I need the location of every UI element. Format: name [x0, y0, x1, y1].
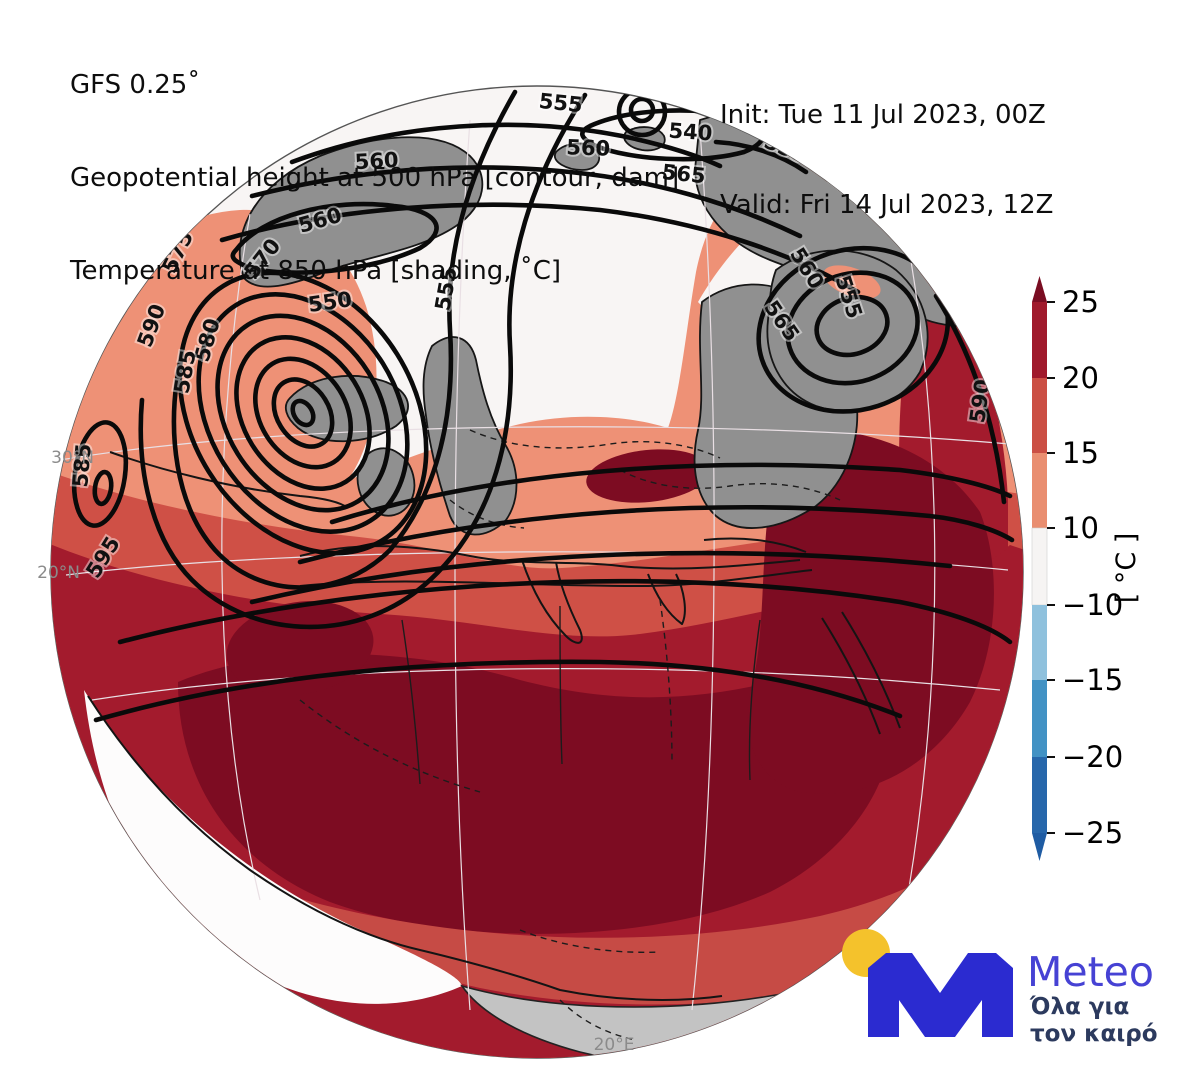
contour-540-loop [580, 108, 766, 162]
run-info-block: Init: Tue 11 Jul 2023, 00Z Valid: Fri 14… [720, 40, 1054, 250]
colorbar-tick: 10 [1062, 511, 1099, 545]
contour-label: 540 [668, 119, 713, 146]
colorbar-seg-20-25 [1032, 302, 1047, 378]
title-block: GFS 0.25˚ Geopotential height at 500 hPa… [70, 8, 679, 318]
contour-560-greenland [230, 201, 439, 275]
colorbar-arrow-top [1032, 276, 1047, 302]
lon-label-20e: 20°E [594, 1035, 635, 1055]
colorbar: 25 20 15 10 −10 −15 −20 −25 [ °C ] [1031, 276, 1142, 861]
contour-590-right-limb [933, 293, 1007, 505]
contour-field-title: Geopotential height at 500 hPa [contour,… [70, 163, 680, 193]
contour-label: 560 [566, 135, 611, 161]
contour-570-belt [329, 462, 1013, 525]
colorbar-seg-m15-m20 [1032, 680, 1047, 757]
logo-brand-text: Meteo [1027, 948, 1154, 996]
contour-560-top [249, 165, 803, 239]
graticule-labels: 30°N 20°N 20°E [37, 448, 634, 1055]
contour-555-wrap [171, 89, 518, 590]
lat-label-20n: 20°N [37, 563, 80, 583]
colorbar-tick: −10 [1062, 588, 1123, 622]
colorbar-tick: −20 [1062, 740, 1123, 774]
colorbar-seg-m10-m15 [1032, 605, 1047, 680]
contours-atlantic-low [177, 270, 429, 556]
basemap-ocean-south [84, 690, 462, 1004]
contour-arctic-low-inner [628, 96, 656, 124]
colorbar-tick: −15 [1062, 663, 1123, 697]
shading-field-title: Temperature at 850 hPa [shading, ˚C] [70, 256, 562, 286]
colorbar-seg-10-15 [1032, 453, 1047, 528]
colorbar-unit-label: [ °C ] [1111, 533, 1142, 604]
contour-585-azores [71, 420, 129, 528]
shade-gt-25-sahara [178, 653, 891, 934]
contour-label: 560 [354, 148, 399, 174]
contour-590-africa [117, 578, 1013, 645]
contour-label: 565 [661, 160, 707, 188]
model-title: GFS 0.25˚ [70, 70, 201, 100]
colorbar-seg-15-20 [1032, 378, 1047, 453]
contour-label: 585 [68, 443, 96, 489]
height-contours [71, 86, 1015, 723]
land-ireland [356, 447, 416, 517]
init-time: Init: Tue 11 Jul 2023, 00Z [720, 100, 1046, 130]
colorbar-tick-marks [1047, 301, 1055, 834]
colorbar-tick: 25 [1062, 285, 1099, 319]
lat-label-30n: 30°N [51, 448, 94, 468]
colorbar-tick: 15 [1062, 436, 1099, 470]
colorbar-arrow-bottom [1032, 833, 1047, 861]
contour-555-top [289, 122, 723, 169]
shade-gt-25-balkans [586, 449, 710, 503]
contour-595-africa [93, 659, 903, 723]
logo-m-icon [868, 953, 1013, 1037]
contour-560-wrap [138, 92, 588, 630]
colorbar-seg-white [1031, 527, 1048, 606]
colorbar-tick-labels: 25 20 15 10 −10 −15 −20 −25 [1062, 285, 1123, 850]
logo-tagline-line2: τον καιρό [1030, 1021, 1158, 1047]
contour-580-belt [249, 550, 953, 605]
colorbar-seg-m20-m25 [1032, 757, 1047, 833]
contour-535-arc [713, 139, 809, 175]
colorbar-tick: −25 [1062, 816, 1123, 850]
land-svalbard [553, 142, 601, 171]
valid-time: Valid: Fri 14 Jul 2023, 12Z [720, 190, 1054, 220]
logo-tagline-line1: Όλα για [1029, 994, 1129, 1020]
contour-575-belt [297, 505, 1015, 565]
contour-585-azores-inner [92, 469, 114, 507]
meteo-logo: Meteo Όλα για τον καιρό [842, 929, 1158, 1047]
shade-gt-25-mideast [747, 429, 994, 794]
contour-565-top [219, 202, 861, 295]
shade-bottom-15-20 [290, 868, 960, 1005]
colorbar-tick: 20 [1062, 361, 1099, 395]
globe: 550 555 540 535 560 560 565 560 555 570 … [50, 85, 1024, 1059]
